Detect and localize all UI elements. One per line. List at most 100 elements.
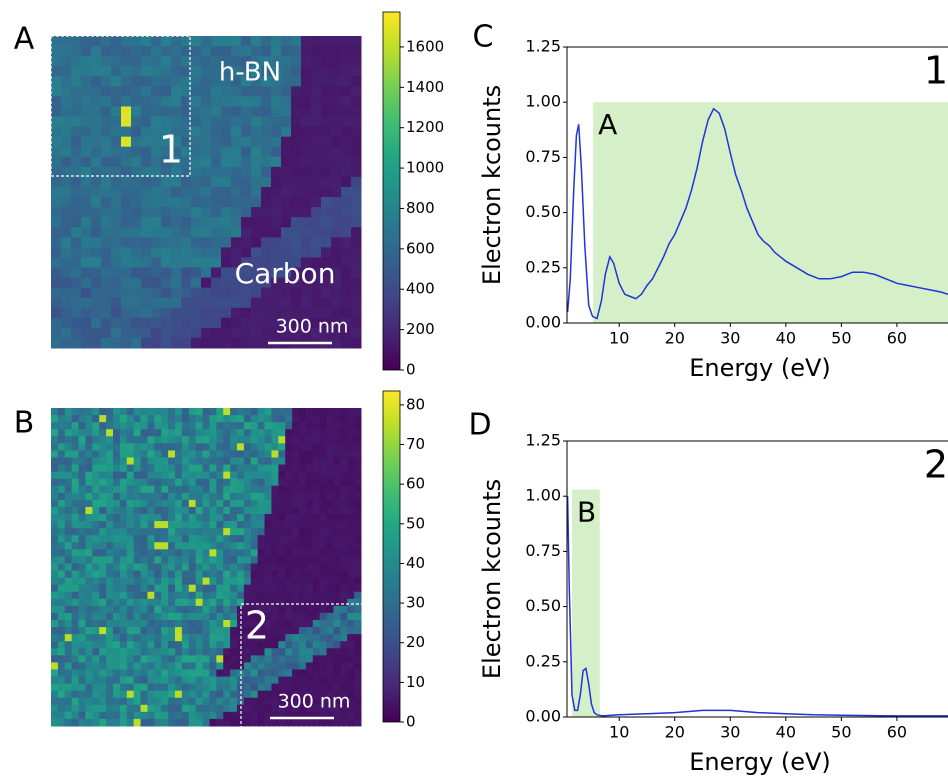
map-pixel — [140, 718, 148, 727]
map-pixel — [147, 556, 155, 564]
map-pixel — [285, 676, 293, 685]
map-pixel — [209, 556, 217, 564]
map-pixel — [57, 422, 66, 430]
map-pixel — [171, 237, 182, 248]
map-pixel — [119, 457, 128, 466]
map-pixel — [257, 718, 266, 727]
map-pixel — [111, 257, 122, 268]
map-pixel — [119, 443, 128, 451]
map-pixel — [264, 620, 272, 628]
map-pixel — [331, 46, 342, 57]
map-pixel — [301, 327, 312, 339]
map-pixel — [154, 577, 162, 586]
map-pixel — [161, 166, 172, 178]
map-pixel — [99, 492, 107, 501]
map-pixel — [351, 126, 362, 138]
map-pixel — [168, 570, 176, 579]
map-pixel — [85, 408, 93, 416]
map-pixel — [140, 591, 148, 600]
map-pixel — [101, 227, 112, 238]
map-pixel — [141, 197, 152, 208]
map-pixel — [154, 492, 162, 501]
map-pixel — [175, 415, 183, 423]
map-pixel — [126, 528, 135, 536]
map-pixel — [57, 457, 66, 466]
map-pixel — [161, 662, 169, 670]
map-pixel — [311, 136, 322, 148]
map-pixel — [191, 257, 202, 268]
map-pixel — [264, 471, 272, 480]
map-pixel — [216, 415, 224, 423]
map-pixel — [85, 429, 93, 437]
map-pixel — [161, 492, 169, 501]
map-pixel — [281, 116, 292, 128]
map-pixel — [285, 429, 293, 437]
map-pixel — [312, 436, 321, 444]
map-pixel — [147, 464, 155, 473]
map-pixel — [223, 683, 231, 692]
map-pixel — [243, 605, 252, 614]
map-pixel — [126, 655, 135, 663]
map-pixel — [281, 327, 292, 339]
map-pixel — [85, 690, 93, 699]
map-pixel — [161, 86, 172, 97]
map-pixel — [131, 136, 142, 148]
map-pixel — [121, 156, 132, 168]
map-pixel — [78, 471, 86, 480]
map-pixel — [99, 718, 107, 727]
map-pixel — [126, 422, 135, 430]
map-pixel — [71, 443, 80, 451]
map-pixel — [181, 36, 192, 47]
map-pixel — [271, 66, 282, 77]
map-pixel — [154, 634, 162, 642]
map-pixel — [140, 450, 148, 458]
map-pixel — [111, 36, 122, 47]
map-pixel — [119, 584, 128, 593]
map-pixel — [99, 669, 107, 678]
map-pixel — [292, 634, 300, 642]
map-pixel — [312, 627, 321, 635]
map-pixel — [241, 257, 252, 268]
map-pixel — [202, 584, 210, 593]
map-pixel — [106, 648, 114, 656]
map-pixel — [188, 429, 197, 437]
map-pixel — [175, 542, 183, 550]
map-pixel — [113, 535, 121, 543]
x-tick-label: 40 — [776, 329, 796, 348]
map-pixel — [126, 514, 135, 522]
map-pixel — [285, 570, 293, 579]
map-pixel — [264, 634, 272, 642]
map-pixel — [347, 718, 355, 727]
map-pixel — [261, 186, 272, 198]
map-pixel — [340, 415, 348, 423]
map-pixel — [161, 277, 172, 289]
map-pixel — [237, 598, 245, 607]
map-pixel — [99, 690, 107, 699]
plot-frame — [566, 46, 948, 324]
map-pixel — [113, 690, 121, 699]
map-pixel — [230, 655, 238, 663]
map-pixel — [319, 506, 328, 515]
map-pixel — [230, 492, 238, 501]
map-pixel — [202, 415, 210, 423]
map-pixel — [141, 76, 152, 87]
map-pixel — [202, 506, 210, 515]
map-pixel — [111, 106, 122, 118]
map-pixel — [312, 471, 321, 480]
map-pixel — [305, 436, 314, 444]
map-pixel — [57, 521, 66, 529]
map-pixel — [230, 627, 238, 635]
map-pixel — [216, 429, 224, 437]
map-pixel — [101, 297, 112, 309]
map-pixel — [223, 577, 231, 586]
map-pixel — [81, 287, 92, 299]
map-pixel — [241, 146, 252, 158]
map-pixel — [264, 443, 272, 451]
map-pixel — [191, 277, 202, 289]
map-pixel — [331, 267, 342, 279]
map-pixel — [195, 506, 204, 515]
map-pixel — [250, 655, 259, 663]
map-pixel — [264, 478, 272, 487]
map-pixel — [291, 317, 302, 329]
map-pixel — [202, 492, 210, 501]
